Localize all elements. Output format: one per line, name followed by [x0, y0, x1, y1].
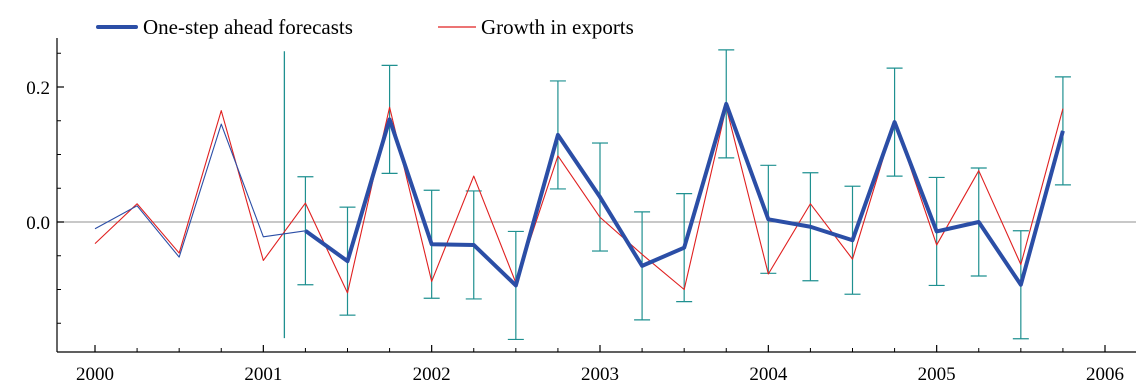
y-tick-label-1: 0.2	[26, 78, 50, 99]
x-tick-label-1: 2001	[244, 364, 282, 385]
x-tick-label-6: 2006	[1086, 364, 1124, 385]
legend-label-forecast: One-step ahead forecasts	[143, 15, 353, 39]
legend-label-exports: Growth in exports	[481, 15, 634, 39]
x-tick-label-0: 2000	[76, 364, 114, 385]
x-tick-label-2: 2002	[413, 364, 451, 385]
x-tick-label-3: 2003	[581, 364, 619, 385]
series-line-one-step-forecasts	[304, 101, 1065, 288]
x-tick-label-5: 2005	[918, 364, 956, 385]
series-line-in-sample-fit	[94, 123, 306, 258]
y-tick-label-0: 0.0	[26, 213, 50, 234]
series-line-growth-in-exports	[94, 106, 1064, 294]
x-tick-label-4: 2004	[749, 364, 788, 385]
